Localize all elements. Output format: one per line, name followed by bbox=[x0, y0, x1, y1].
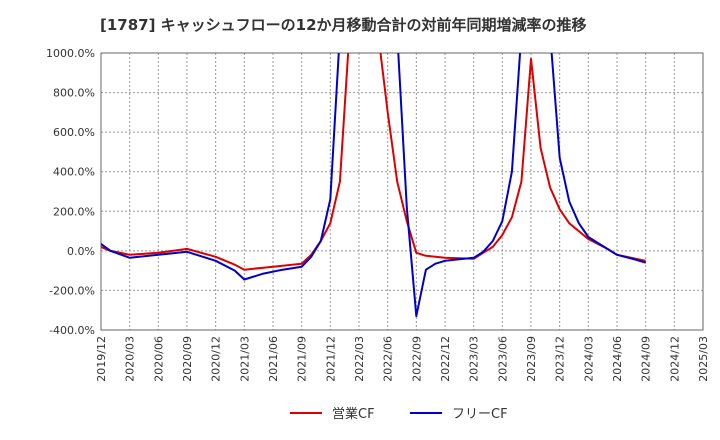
x-tick-label: 2021/03 bbox=[238, 336, 251, 382]
x-tick-label: 2021/06 bbox=[267, 336, 280, 382]
y-tick-label: 600.0% bbox=[53, 126, 95, 139]
x-tick-label: 2024/03 bbox=[582, 336, 595, 382]
y-tick-label: 400.0% bbox=[53, 166, 95, 179]
x-tick-label: 2020/03 bbox=[124, 336, 137, 382]
series-group bbox=[101, 53, 646, 318]
y-tick-label: 1000.0% bbox=[46, 47, 95, 60]
x-tick-label: 2022/09 bbox=[410, 336, 423, 382]
x-tick-label: 2023/12 bbox=[554, 336, 567, 382]
y-tick-label: -400.0% bbox=[49, 324, 95, 337]
x-tick-label: 2023/03 bbox=[468, 336, 481, 382]
x-tick-label: 2019/12 bbox=[95, 336, 108, 382]
x-tick-label: 2024/06 bbox=[611, 336, 624, 382]
x-tick-label: 2024/12 bbox=[668, 336, 681, 382]
y-tick-label: 200.0% bbox=[53, 205, 95, 218]
x-tick-label: 2020/09 bbox=[181, 336, 194, 382]
x-tick-label: 2023/06 bbox=[496, 336, 509, 382]
y-tick-label: 0.0% bbox=[67, 245, 95, 258]
x-tick-label: 2025/03 bbox=[697, 336, 710, 382]
x-tick-label: 2023/09 bbox=[525, 336, 538, 382]
x-tick-label: 2020/12 bbox=[210, 336, 223, 382]
chart-title: [1787] キャッシュフローの12か月移動合計の対前年同期増減率の推移 bbox=[100, 16, 587, 34]
y-tick-label: -200.0% bbox=[49, 284, 95, 297]
y-tick-label: 800.0% bbox=[53, 87, 95, 100]
legend-free-cf-label: フリーCF bbox=[452, 407, 508, 422]
x-tick-label: 2022/03 bbox=[353, 336, 366, 382]
x-tick-label: 2022/12 bbox=[439, 336, 452, 382]
plot-frame bbox=[100, 52, 704, 331]
x-tick-label: 2021/09 bbox=[296, 336, 309, 382]
x-tick-label: 2022/06 bbox=[382, 336, 395, 382]
legend-operating-cf-label: 営業CF bbox=[332, 406, 375, 422]
x-tick-label: 2020/06 bbox=[152, 336, 165, 382]
x-tick-label: 2024/09 bbox=[640, 336, 653, 382]
series-line-operating-cf bbox=[101, 53, 646, 271]
x-tick-label: 2021/12 bbox=[324, 336, 337, 382]
series-line-free-cf bbox=[101, 53, 646, 318]
